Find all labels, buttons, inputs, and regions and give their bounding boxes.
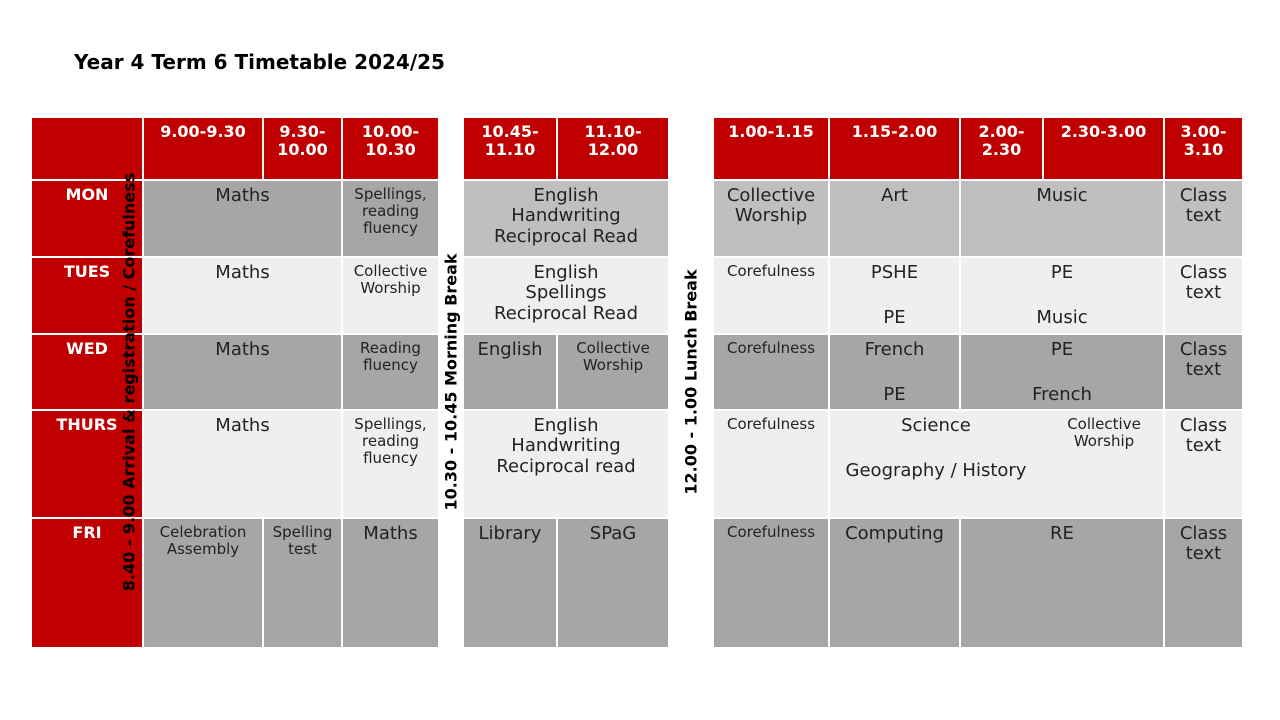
thu-lesson-maths: Maths — [144, 411, 341, 517]
thu-lesson-english: English Handwriting Reciprocal read — [464, 411, 668, 517]
time-label: 3.00- 3.10 — [1180, 122, 1227, 160]
tue-lesson-maths: Maths — [144, 258, 341, 333]
time-header-10: 3.00- 3.10 — [1165, 118, 1242, 179]
wed-lesson-pe-french: PE French — [961, 335, 1163, 409]
time-header-9: 2.30-3.00 — [1044, 118, 1163, 179]
wed-lesson-maths: Maths — [144, 335, 341, 409]
day-label-tues: TUES — [32, 258, 142, 333]
mon-lesson-spellings: Spellings, reading fluency — [343, 181, 438, 256]
wed-lesson-french-pe: French PE — [830, 335, 959, 409]
time-header-3: 10.00- 10.30 — [343, 118, 438, 179]
mon-lesson-maths: Maths — [144, 181, 341, 256]
day-label-fri: FRI — [32, 519, 142, 647]
mon-lesson-english: English Handwriting Reciprocal Read — [464, 181, 668, 256]
fri-lesson-library: Library — [464, 519, 556, 647]
wed-lesson-corefulness: Corefulness — [714, 335, 828, 409]
fri-lesson-re: RE — [961, 519, 1163, 647]
time-label: 10.45- 11.10 — [481, 122, 539, 160]
fri-lesson-celebration-assembly: Celebration Assembly — [144, 519, 262, 647]
tue-lesson-corefulness: Corefulness — [714, 258, 828, 333]
time-label: 10.00- 10.30 — [361, 122, 420, 160]
tue-lesson-english: English Spellings Reciprocal Read — [464, 258, 668, 333]
time-label: 9.00-9.30 — [160, 122, 246, 141]
time-label: 9.30- 10.00 — [277, 122, 328, 160]
mon-lesson-class-text: Class text — [1165, 181, 1242, 256]
time-header-1: 9.00-9.30 — [144, 118, 262, 179]
time-label: 11.10- 12.00 — [584, 122, 642, 160]
wed-lesson-class-text: Class text — [1165, 335, 1242, 409]
time-header-5: 11.10- 12.00 — [558, 118, 668, 179]
time-label: 2.00- 2.30 — [978, 122, 1025, 160]
thu-lesson-spellings: Spellings, reading fluency — [343, 411, 438, 517]
fri-lesson-spelling-test: Spelling test — [264, 519, 341, 647]
mon-lesson-music: Music — [961, 181, 1163, 256]
corner-header-cell — [32, 118, 142, 179]
tue-lesson-class-text: Class text — [1165, 258, 1242, 333]
fri-lesson-corefulness: Corefulness — [714, 519, 828, 647]
day-label-thurs: THURS — [32, 411, 142, 517]
time-label: 1.15-2.00 — [851, 122, 938, 141]
time-header-8: 2.00- 2.30 — [961, 118, 1042, 179]
fri-lesson-spag: SPaG — [558, 519, 668, 647]
wed-lesson-reading-fluency: Reading fluency — [343, 335, 438, 409]
fri-lesson-maths: Maths — [343, 519, 438, 647]
thu-lesson-class-text: Class text — [1165, 411, 1242, 517]
day-label-wed: WED — [32, 335, 142, 409]
thu-lesson-science-geography: Science Geography / History Collective W… — [830, 411, 1163, 517]
time-label: 1.00-1.15 — [728, 122, 814, 141]
time-header-4: 10.45- 11.10 — [464, 118, 556, 179]
day-label-mon: MON — [32, 181, 142, 256]
page-title: Year 4 Term 6 Timetable 2024/25 — [74, 50, 445, 74]
wed-lesson-collective-worship: Collective Worship — [558, 335, 668, 409]
tue-lesson-pe-music: PE Music — [961, 258, 1163, 333]
fri-lesson-class-text: Class text — [1165, 519, 1242, 647]
time-header-7: 1.15-2.00 — [830, 118, 959, 179]
tue-lesson-pshe-pe: PSHE PE — [830, 258, 959, 333]
time-header-6: 1.00-1.15 — [714, 118, 828, 179]
time-label: 2.30-3.00 — [1060, 122, 1147, 141]
thu-lesson-corefulness: Corefulness — [714, 411, 828, 517]
time-header-2: 9.30- 10.00 — [264, 118, 341, 179]
mon-lesson-collective-worship: Collective Worship — [714, 181, 828, 256]
fri-lesson-computing: Computing — [830, 519, 959, 647]
tue-lesson-collective-worship: Collective Worship — [343, 258, 438, 333]
wed-lesson-english: English — [464, 335, 556, 409]
mon-lesson-art: Art — [830, 181, 959, 256]
